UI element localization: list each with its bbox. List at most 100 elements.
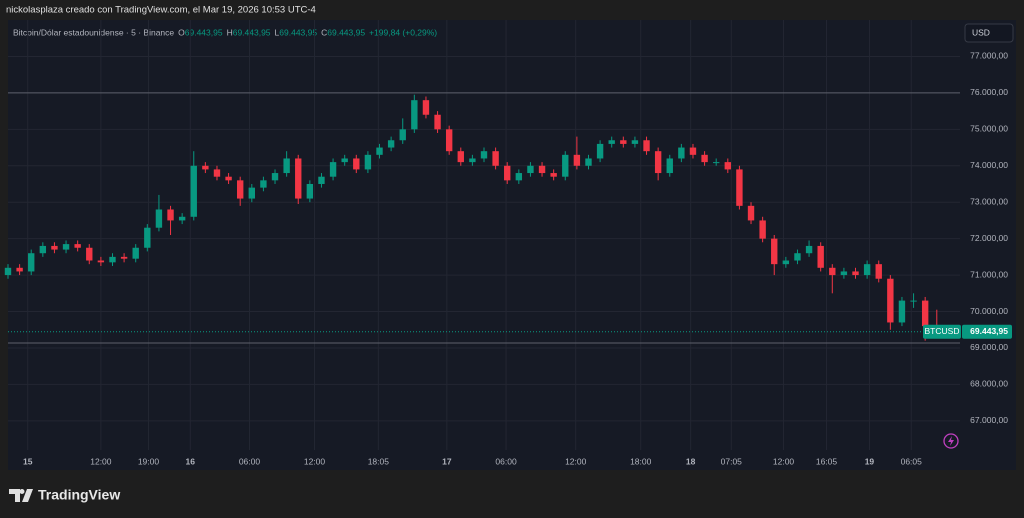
- candle-body: [28, 253, 35, 272]
- candle-body: [364, 154, 372, 170]
- x-tick-label: 18:05: [368, 456, 390, 466]
- candle-body: [167, 209, 174, 221]
- x-tick-label: 12:00: [90, 456, 112, 466]
- candle-body: [51, 245, 58, 250]
- candle-body: [318, 176, 325, 184]
- candle-body: [271, 173, 279, 181]
- candle-body: [875, 264, 882, 279]
- candle-body: [480, 151, 488, 159]
- candle-body: [469, 158, 476, 163]
- x-tick-label: 06:00: [495, 456, 517, 466]
- y-tick-label: 67.000,00: [970, 415, 1008, 425]
- y-tick-label: 74.000,00: [970, 160, 1008, 170]
- x-tick-label: 18: [686, 456, 696, 466]
- candle-body: [573, 154, 581, 166]
- candle-body: [759, 220, 766, 239]
- symbol-badge-label: BTCUSD: [925, 326, 960, 336]
- candle-body: [434, 114, 441, 130]
- legend-c: 69.443,95: [327, 27, 365, 37]
- legend-l-label: L: [275, 27, 280, 37]
- candle-body: [736, 169, 743, 206]
- candle-body: [178, 216, 186, 221]
- candle-body: [585, 158, 592, 166]
- candle-body: [109, 256, 116, 263]
- candle-body: [329, 162, 337, 177]
- candle-body: [527, 165, 534, 174]
- x-tick-label: 17: [442, 456, 452, 466]
- candle-body: [86, 247, 93, 261]
- candle-body: [747, 205, 755, 221]
- candle-body: [353, 158, 360, 170]
- candle-body: [771, 238, 778, 265]
- candle-body: [295, 158, 302, 199]
- legend-h-label: H: [227, 27, 233, 37]
- candle-body: [515, 173, 523, 181]
- legend-o-label: O: [178, 27, 185, 37]
- y-tick-label: 68.000,00: [970, 379, 1008, 389]
- candle-body: [411, 100, 418, 130]
- candle-body: [701, 154, 708, 163]
- candle-body: [74, 244, 81, 248]
- candle-body: [887, 278, 894, 323]
- alert-icon-bolt: [948, 436, 954, 446]
- candle-body: [689, 147, 697, 155]
- price-badge-label: 69.443,95: [970, 326, 1008, 336]
- x-tick-label: 07:05: [721, 456, 743, 466]
- candle-body: [829, 267, 836, 276]
- candle-body: [155, 209, 163, 228]
- y-tick-label: 69.000,00: [970, 342, 1008, 352]
- candle-body: [4, 267, 12, 276]
- x-tick-label: 16: [186, 456, 196, 466]
- candle-body: [550, 173, 557, 177]
- candle-body: [608, 140, 615, 144]
- y-tick-label: 73.000,00: [970, 196, 1008, 206]
- candle-body: [910, 300, 917, 302]
- candle-body: [190, 165, 197, 217]
- candle-body: [562, 154, 569, 177]
- brand-logo: [9, 489, 33, 502]
- x-tick-label: 15: [23, 456, 33, 466]
- y-tick-label: 71.000,00: [970, 269, 1008, 279]
- candle-body: [631, 140, 639, 144]
- candle-body: [422, 100, 430, 115]
- candle-body: [445, 129, 453, 152]
- candle-body: [817, 245, 824, 268]
- legend-l: 69.443,95: [279, 27, 317, 37]
- x-tick-label: 19: [865, 456, 875, 466]
- candle-body: [596, 143, 604, 159]
- legend-values: O 69.443,95 H 69.443,95 L 69.443,95 C 69.443,95…: [178, 27, 437, 37]
- candle-body: [898, 300, 906, 323]
- candle-body: [260, 180, 267, 188]
- candle-body: [620, 140, 627, 144]
- candle-body: [202, 165, 209, 170]
- x-tick-label: 16:05: [816, 456, 838, 466]
- candle-body: [387, 140, 395, 148]
- candle-body: [97, 260, 105, 263]
- candle-body: [643, 140, 650, 152]
- candle-body: [678, 147, 685, 159]
- candle-body: [144, 227, 151, 248]
- currency-label: USD: [972, 27, 990, 37]
- candle-body: [16, 267, 23, 272]
- brand-name: TradingView: [38, 487, 120, 503]
- legend-c-label: C: [321, 27, 327, 37]
- currency-button[interactable]: [964, 23, 1014, 43]
- candle-body: [225, 176, 232, 181]
- x-tick-label: 06:00: [239, 456, 261, 466]
- candle-body: [492, 151, 499, 166]
- candle-body: [283, 158, 290, 174]
- legend-symbol: Bitcoin/Dólar estadounidense · 5 · Binan…: [13, 27, 174, 37]
- alert-icon[interactable]: [943, 433, 959, 449]
- x-tick-label: 12:00: [304, 456, 326, 466]
- x-tick-label: 18:00: [630, 456, 652, 466]
- candle-body: [782, 260, 790, 265]
- x-tick-label: 06:05: [901, 456, 923, 466]
- legend-h: 69.443,95: [233, 27, 271, 37]
- candle-body: [805, 245, 813, 254]
- y-tick-label: 75.000,00: [970, 124, 1008, 134]
- candle-body: [794, 253, 801, 261]
- candle-body: [921, 300, 929, 327]
- candle-body: [713, 162, 720, 164]
